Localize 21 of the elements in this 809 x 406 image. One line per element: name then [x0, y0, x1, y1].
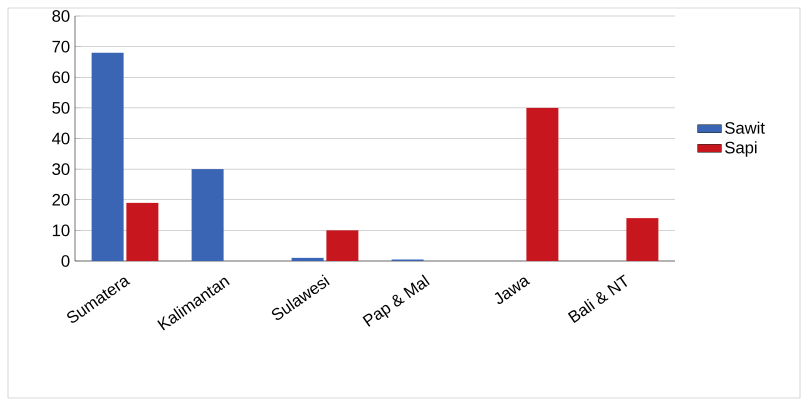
y-tick-label: 70 [52, 40, 70, 52]
bar [192, 169, 224, 261]
bar [626, 218, 658, 261]
y-tick-label: 80 [52, 10, 70, 22]
y-tick-label: 30 [52, 163, 70, 175]
x-tick-label: Bali & NT [568, 274, 628, 324]
legend-label: Sapi [725, 141, 756, 157]
y-tick-label: 10 [52, 224, 70, 236]
bar [526, 108, 558, 261]
legend-label: Sawit [725, 122, 765, 134]
y-tick-label: 40 [52, 132, 70, 144]
y-tick-label: 50 [52, 102, 70, 114]
y-tick-label: 0 [62, 255, 70, 267]
bar [326, 230, 358, 261]
y-tick-label: 20 [52, 194, 70, 206]
bar [292, 258, 324, 261]
y-tick-label: 60 [52, 71, 70, 84]
bar [126, 202, 158, 261]
x-tick-label: Pap & Mal [362, 274, 430, 327]
x-tick-label: Jawa [494, 278, 530, 304]
bar [92, 52, 124, 261]
